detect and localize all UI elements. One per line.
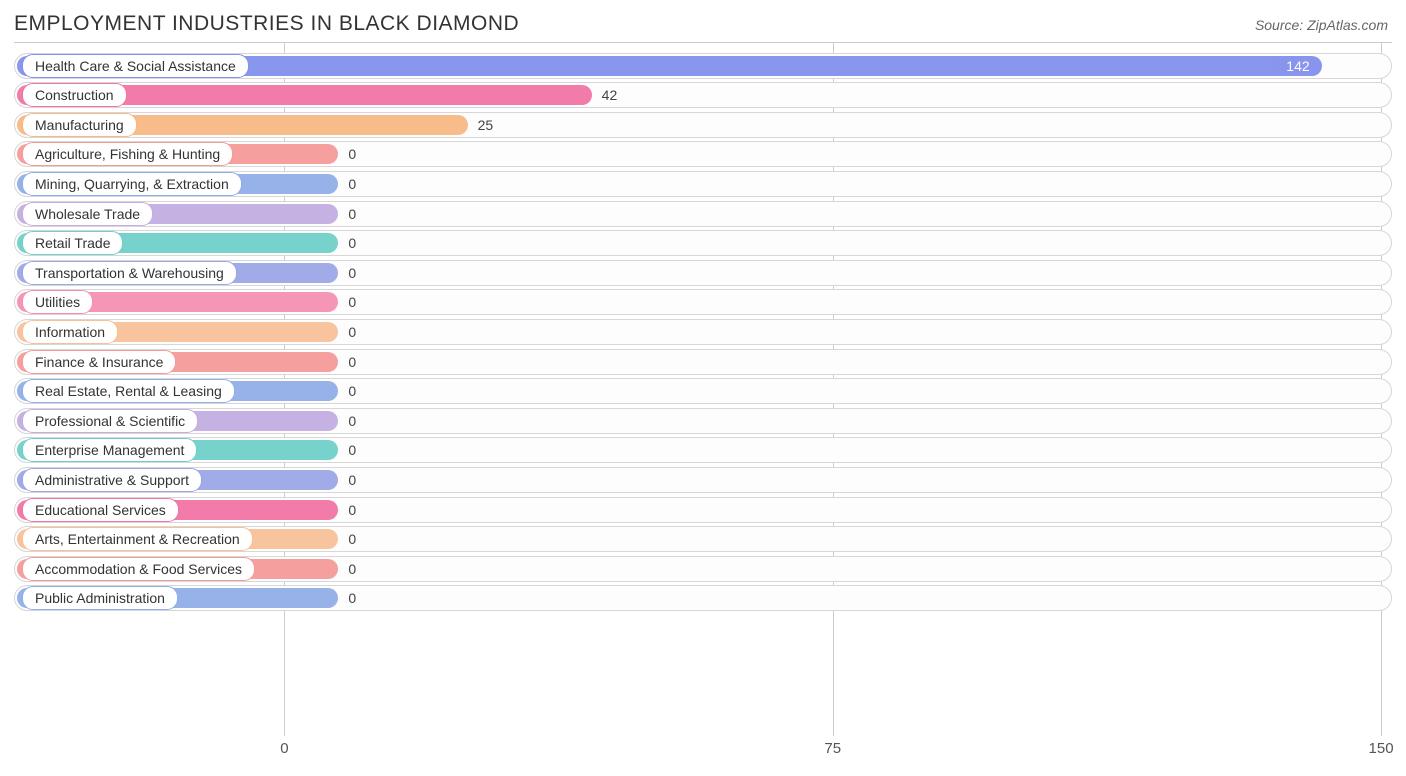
bar-label-pill: Accommodation & Food Services [22,557,255,581]
bar-value: 0 [348,354,356,370]
bar-row: 0 Administrative & Support [14,467,1392,493]
bar-row: 0 Utilities [14,289,1392,315]
bar-value: 0 [348,265,356,281]
bar-label-pill: Arts, Entertainment & Recreation [22,527,253,551]
bar-row: 25 Manufacturing [14,112,1392,138]
bar-label-pill: Retail Trade [22,231,123,255]
bar-label-pill: Information [22,320,118,344]
bar-value: 0 [348,176,356,192]
chart-title: EMPLOYMENT INDUSTRIES IN BLACK DIAMOND [14,12,519,36]
bar-label-pill: Health Care & Social Assistance [22,54,249,78]
bar-row: 42 Construction [14,82,1392,108]
bar-label-pill: Educational Services [22,498,179,522]
bar-value: 0 [348,324,356,340]
bar-row: 0 Transportation & Warehousing [14,260,1392,286]
bar-row: 0 Public Administration [14,585,1392,611]
bar-value: 0 [348,531,356,547]
bar-track: 142 Health Care & Social Assistance [14,53,1392,79]
bar-label-pill: Agriculture, Fishing & Hunting [22,142,233,166]
bar-track: 42 Construction [14,82,1392,108]
bar-label-pill: Utilities [22,290,93,314]
bar-row: 142 Health Care & Social Assistance [14,53,1392,79]
chart-container: 142 Health Care & Social Assistance 42 Cons… [14,42,1392,764]
bar-track: 0 Administrative & Support [14,467,1392,493]
bar-track: 0 Mining, Quarrying, & Extraction [14,171,1392,197]
chart-header: EMPLOYMENT INDUSTRIES IN BLACK DIAMOND S… [14,12,1392,36]
bar-track: 0 Accommodation & Food Services [14,556,1392,582]
bar-track: 0 Real Estate, Rental & Leasing [14,378,1392,404]
bar-label-pill: Transportation & Warehousing [22,261,237,285]
bar-track: 0 Educational Services [14,497,1392,523]
bar-value: 0 [348,383,356,399]
bar-value: 42 [602,87,618,103]
bar-track: 0 Finance & Insurance [14,349,1392,375]
bar-track: 0 Enterprise Management [14,437,1392,463]
bar-label-pill: Administrative & Support [22,468,202,492]
bar-label-pill: Finance & Insurance [22,350,176,374]
bar-value: 142 [1286,58,1309,74]
bar-label-pill: Professional & Scientific [22,409,198,433]
bar-value: 0 [348,561,356,577]
bar-row: 0 Enterprise Management [14,437,1392,463]
axis-tick: 75 [824,740,841,757]
bar-value: 0 [348,206,356,222]
bar-row: 0 Mining, Quarrying, & Extraction [14,171,1392,197]
bar-track: 0 Public Administration [14,585,1392,611]
bar-row: 0 Professional & Scientific [14,408,1392,434]
bar-label-pill: Wholesale Trade [22,202,153,226]
bar-row: 0 Finance & Insurance [14,349,1392,375]
bar-value: 0 [348,235,356,251]
bar-row: 0 Information [14,319,1392,345]
bar-row: 0 Accommodation & Food Services [14,556,1392,582]
bar-track: 0 Transportation & Warehousing [14,260,1392,286]
bar-row: 0 Agriculture, Fishing & Hunting [14,141,1392,167]
bar-label-pill: Enterprise Management [22,438,197,462]
chart-plot-area: 142 Health Care & Social Assistance 42 Cons… [14,42,1392,736]
bar-value: 0 [348,294,356,310]
bar-row: 0 Arts, Entertainment & Recreation [14,526,1392,552]
bar-track: 25 Manufacturing [14,112,1392,138]
bar-track: 0 Utilities [14,289,1392,315]
bar-row: 0 Real Estate, Rental & Leasing [14,378,1392,404]
bar-label-pill: Real Estate, Rental & Leasing [22,379,235,403]
bar-value: 0 [348,413,356,429]
bar-row: 0 Wholesale Trade [14,201,1392,227]
bar-track: 0 Wholesale Trade [14,201,1392,227]
bar-label-pill: Mining, Quarrying, & Extraction [22,172,242,196]
bar-track: 0 Arts, Entertainment & Recreation [14,526,1392,552]
bar-label-pill: Manufacturing [22,113,137,137]
bar-track: 0 Agriculture, Fishing & Hunting [14,141,1392,167]
axis-tick: 150 [1369,740,1394,757]
bar-value: 0 [348,442,356,458]
bar-value: 25 [478,117,494,133]
chart-source: Source: ZipAtlas.com [1255,17,1388,33]
bar-row: 0 Retail Trade [14,230,1392,256]
bar-track: 0 Information [14,319,1392,345]
bar-label-pill: Construction [22,83,127,107]
bar-track: 0 Retail Trade [14,230,1392,256]
axis-tick: 0 [280,740,288,757]
bar-row: 0 Educational Services [14,497,1392,523]
chart-rows: 142 Health Care & Social Assistance 42 Cons… [14,43,1392,611]
bar-value: 0 [348,502,356,518]
bar-value: 0 [348,146,356,162]
bar-label-pill: Public Administration [22,586,178,610]
bar-value: 0 [348,590,356,606]
bar-value: 0 [348,472,356,488]
chart-x-axis: 0 75 150 [14,736,1392,764]
bar-track: 0 Professional & Scientific [14,408,1392,434]
